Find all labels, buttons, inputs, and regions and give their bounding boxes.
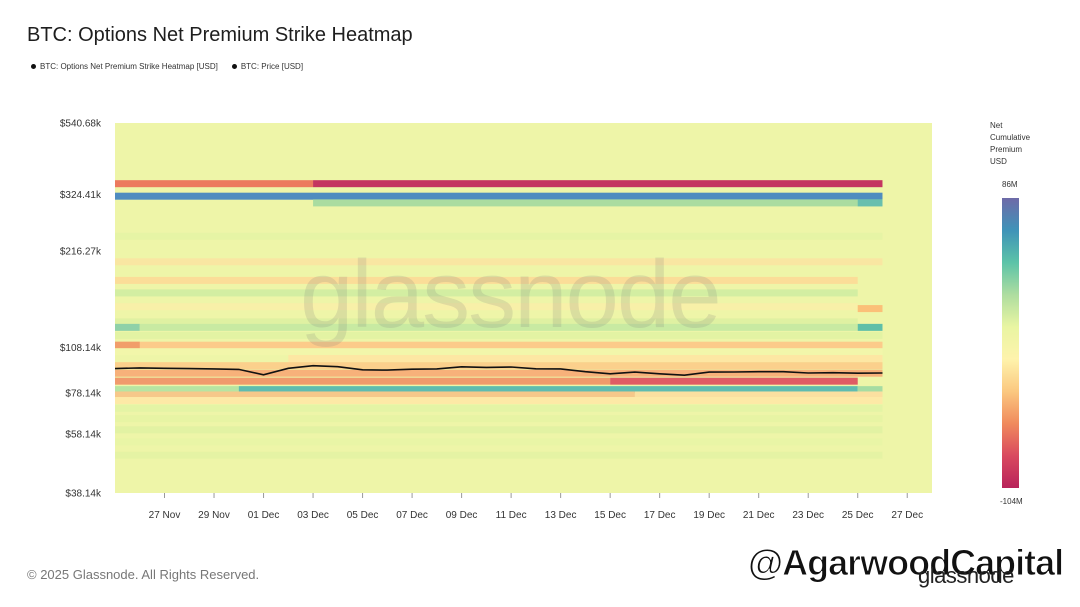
legend-label-price: BTC: Price [USD] [240,62,304,71]
colorbar-title-line: USD [990,157,1007,166]
legend-item-heatmap[interactable]: BTC: Options Net Premium Strike Heatmap … [31,62,218,71]
heatmap-band[interactable] [115,369,883,377]
x-tick-label: 15 Dec [594,510,626,521]
colorbar-title-line: Cumulative [990,133,1031,142]
heatmap-band[interactable] [115,303,858,311]
heatmap-band[interactable] [115,386,239,394]
chart-title: BTC: Options Net Premium Strike Heatmap [27,24,413,46]
x-tick-label: 09 Dec [446,510,478,521]
heatmap-band[interactable] [115,258,883,266]
heatmap-band[interactable] [115,276,858,284]
handle-watermark: @AgarwoodCapital [747,542,1064,584]
copyright-text: © 2025 Glassnode. All Rights Reserved. [27,567,260,582]
heatmap-band[interactable] [115,341,883,349]
heatmap-band[interactable] [115,341,140,349]
x-tick-label: 27 Nov [149,510,181,521]
heatmap-band[interactable] [115,348,883,356]
colorbar-title-line: Net [990,121,1003,130]
colorbar-title-line: Premium [990,145,1023,154]
x-tick-label: 21 Dec [743,510,775,521]
colorbar [1002,198,1019,488]
legend-dot-icon [31,64,36,69]
legend-dot-icon [231,64,237,69]
y-tick-label: $324.41k [60,190,102,201]
heatmap-band[interactable] [115,415,883,423]
heatmap-band[interactable] [115,397,883,405]
x-tick-label: 17 Dec [644,510,676,521]
legend-item-price[interactable]: BTC: Price [USD] [231,62,304,71]
heatmap-band[interactable] [115,391,635,399]
x-tick-label: 11 Dec [496,510,527,521]
heatmap-band[interactable] [115,289,858,297]
legend: BTC: Options Net Premium Strike Heatmap … [31,62,303,71]
y-tick-label: $58.14k [65,430,102,441]
heatmap-band[interactable] [238,386,858,394]
x-tick-label: 29 Nov [198,510,230,521]
heatmap-band[interactable] [634,391,883,399]
x-tick-label: 23 Dec [792,510,824,521]
y-tick-label: $108.14k [60,343,102,354]
y-tick-label: $78.14k [65,388,102,399]
heatmap-band[interactable] [115,362,883,370]
y-tick-label: $216.27k [60,246,102,257]
heatmap-band[interactable] [857,199,883,207]
x-tick-label: 05 Dec [347,510,379,521]
x-tick-label: 13 Dec [545,510,577,521]
x-tick-label: 03 Dec [297,510,329,521]
heatmap-band[interactable] [115,232,883,240]
heatmap-band[interactable] [115,404,883,412]
heatmap-band[interactable] [115,331,883,339]
heatmap-band[interactable] [313,180,883,188]
brand-logo: glassnode [918,563,1014,588]
heatmap-band[interactable] [288,354,883,362]
heatmap-band[interactable] [115,426,883,434]
legend-label-heatmap: BTC: Options Net Premium Strike Heatmap … [40,62,218,71]
heatmap-band[interactable] [313,199,883,207]
x-tick-label: 27 Dec [891,510,923,521]
heatmap-band[interactable] [610,377,858,385]
colorbar-max-label: 86M [1002,180,1018,189]
heatmap-band[interactable] [857,386,883,394]
colorbar-title: Net Cumulative Premium USD [990,120,1050,168]
heatmap-band[interactable] [115,377,611,385]
heatmap-band[interactable] [857,305,883,313]
heatmap-band[interactable] [115,438,883,446]
y-tick-label: $38.14k [65,489,102,500]
x-tick-label: 25 Dec [842,510,874,521]
x-tick-label: 01 Dec [248,510,280,521]
heatmap-band[interactable] [139,323,858,331]
heatmap-band[interactable] [115,318,858,326]
heatmap-band[interactable] [115,451,883,459]
price-line[interactable] [114,364,883,377]
x-tick-label: 19 Dec [693,510,725,521]
x-tick-label: 07 Dec [396,510,428,521]
heatmap-band[interactable] [857,323,883,331]
heatmap-band[interactable] [115,323,140,331]
colorbar-min-label: -104M [1000,497,1023,506]
heatmap-band[interactable] [115,192,883,200]
heatmap-band[interactable] [115,180,314,188]
y-tick-label: $540.68k [60,119,102,130]
